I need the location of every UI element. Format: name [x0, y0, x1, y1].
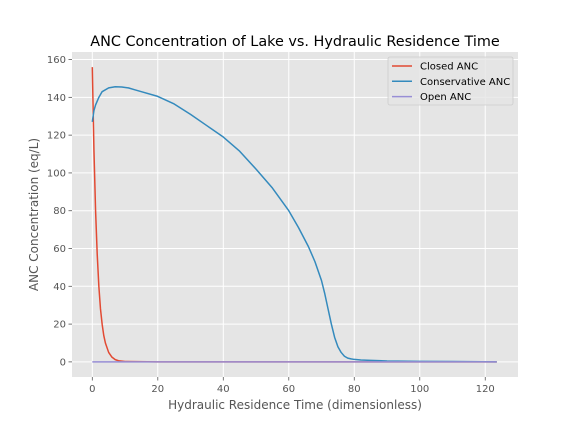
legend-label-conservative-anc: Conservative ANC — [420, 77, 510, 88]
x-tick-label: 20 — [151, 384, 164, 395]
series-layer — [91, 67, 497, 363]
plot-background — [72, 52, 518, 377]
ticks: 0 20 40 60 80 100 120 0 20 40 60 80 100 120 140 160 — [47, 55, 495, 395]
x-tick-label: 120 — [476, 384, 495, 395]
y-tick-label: 120 — [47, 131, 66, 142]
y-tick-label: 60 — [53, 244, 66, 255]
y-tick-label: 100 — [47, 168, 66, 179]
x-tick-label: 60 — [282, 384, 295, 395]
y-tick-label: 20 — [53, 320, 66, 331]
legend-label-closed-anc: Closed ANC — [420, 62, 478, 73]
x-tick-label: 80 — [348, 384, 361, 395]
series-line-conservative-anc — [91, 86, 497, 363]
legend-label-open-anc: Open ANC — [420, 92, 471, 103]
x-tick-label: 100 — [410, 384, 429, 395]
x-axis-label: Hydraulic Residence Time (dimensionless) — [168, 398, 422, 412]
y-tick-label: 80 — [53, 206, 66, 217]
y-tick-label: 140 — [47, 93, 66, 104]
y-tick-label: 0 — [60, 357, 66, 368]
chart-title: ANC Concentration of Lake vs. Hydraulic … — [90, 34, 500, 50]
x-tick-label: 0 — [89, 384, 95, 395]
y-tick-label: 40 — [53, 282, 66, 293]
legend: Closed ANC Conservative ANC Open ANC — [387, 56, 514, 106]
y-tick-label: 160 — [47, 55, 66, 66]
legend-box — [387, 56, 514, 106]
y-axis-label: ANC Concentration (eq/L) — [27, 138, 41, 291]
x-tick-label: 40 — [217, 384, 230, 395]
